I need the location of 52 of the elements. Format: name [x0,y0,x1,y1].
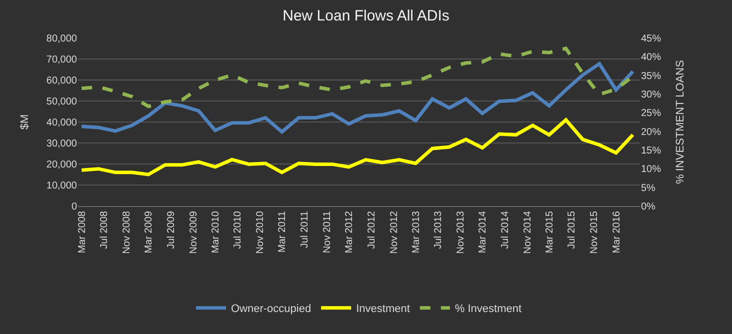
y-tick-label: 50,000 [46,96,78,108]
x-tick-label: Nov 2010 [255,210,266,254]
x-tick-label: Jul 2012 [366,210,378,249]
x-tick-label: Jul 2015 [566,210,578,249]
y2-tick-label: 25% [641,108,662,120]
x-tick-label: Mar 2012 [344,210,356,254]
x-tick-label: Mar 2015 [544,210,556,254]
y2-tick-label: 10% [641,164,662,176]
line-series [80,62,635,134]
y2-axis-title: % INVESTMENT LOANS [674,60,686,184]
y2-tick-label: 5% [641,182,656,194]
legend-label: Investment [356,303,410,316]
x-tick-label: Nov 2012 [388,210,400,254]
x-tick-label: Mar 2008 [76,210,88,254]
y-tick-label: 80,000 [46,34,78,44]
x-tick-label: Nov 2015 [589,210,600,254]
y-axis-title: $M [19,114,32,130]
y-tick-label: 10,000 [46,180,78,192]
x-tick-label: Jul 2011 [299,210,310,248]
y2-tick-label: 30% [641,90,662,100]
legend-label: Owner-occupied [231,303,312,316]
x-tick-label: Nov 2008 [122,210,133,254]
x-tick-label: Nov 2011 [322,210,333,254]
y-tick-label: 30,000 [46,138,78,150]
x-tick-label: Nov 2009 [188,210,200,254]
y2-tick-label: 0% [641,202,656,212]
y-tick-label: 0 [71,202,78,212]
x-tick-label: Mar 2013 [410,210,422,254]
x-tick-label: Jul 2008 [99,210,110,249]
x-tick-label: Mar 2009 [144,210,155,254]
y2-tick-label: 45% [641,34,662,44]
x-tick-label: Mar 2011 [277,210,288,253]
y2-tick-label: 35% [641,70,662,82]
y-tick-label: 20,000 [46,160,78,170]
y2-tick-label: 20% [641,126,662,138]
x-tick-label: Jul 2009 [166,210,177,249]
x-tick-label: Nov 2014 [522,210,534,254]
y-tick-label: 70,000 [46,54,78,66]
x-tick-label: Jul 2010 [232,210,244,249]
x-tick-label: Nov 2013 [456,210,467,254]
y-tick-label: 60,000 [46,76,78,86]
x-tick-label: Mar 2014 [478,210,489,254]
legend-label: % Investment [454,303,522,316]
y2-tick-label: 15% [641,146,662,156]
x-tick-label: Jul 2013 [433,210,444,249]
x-tick-label: Jul 2014 [500,210,511,249]
chart-title: New Loan Flows All ADIs [282,8,450,25]
y2-tick-label: 40% [641,52,662,64]
line-series [80,118,635,176]
y-tick-label: 40,000 [46,118,78,128]
x-tick-label: Mar 2010 [210,210,222,254]
x-tick-label: Mar 2016 [611,210,622,254]
